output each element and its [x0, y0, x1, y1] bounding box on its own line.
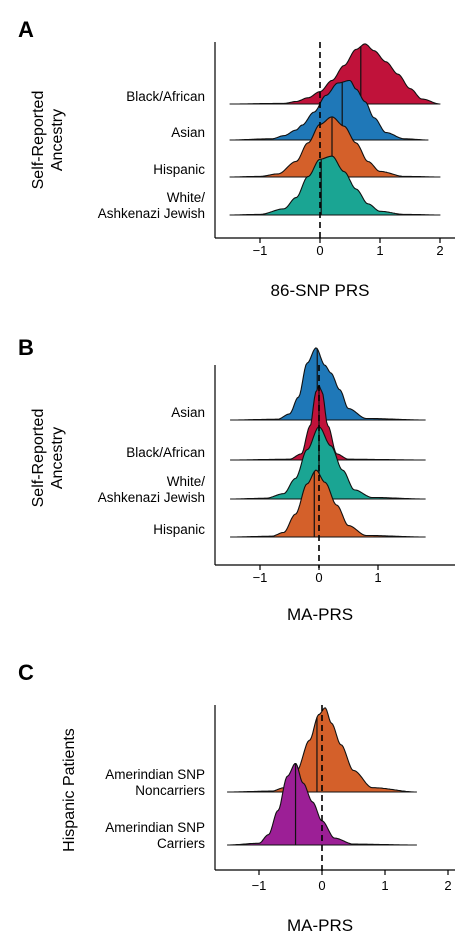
- panel-b-x-axis-title: MA-PRS: [287, 605, 353, 624]
- panel-a-category-label-black-african: Black/African: [126, 89, 205, 104]
- panel-a-ridge-asian: [229, 79, 429, 141]
- panel-b-category-label-white-ashkenazi-jewish: Ashkenazi Jewish: [98, 490, 205, 505]
- panel-c-y-axis-title-line: Hispanic Patients: [61, 728, 78, 852]
- panel-c-x-tick-label: 2: [444, 878, 451, 893]
- panel-a-y-axis-title-line: Ancestry: [49, 109, 66, 171]
- panel-b-y-axis-title-line: Self-Reported: [30, 409, 47, 508]
- panel-a-ridge-hispanic: [229, 116, 441, 178]
- panel-c: −1 0 1 2 MA-PRS Hispanic Patients Amerindian S…: [61, 705, 455, 935]
- panel-a-x-tick-label: 0: [316, 243, 323, 258]
- panel-a: −1 0 1 2 86-SNP PRS Self-Reported Ancestry Whit…: [30, 42, 455, 300]
- panel-letter-b: B: [18, 335, 34, 360]
- panel-c-category-label-amerindian-snp-carriers: Carriers: [157, 836, 205, 851]
- panel-a-y-axis-title-line: Self-Reported: [30, 91, 47, 190]
- panel-c-category-label-amerindian-snp-noncarriers: Amerindian SNP: [105, 767, 205, 782]
- panel-a-category-label-white-ashkenazi-jewish: White/: [167, 190, 206, 205]
- panel-b-ridge-white-ashkenazi-jewish: [229, 426, 426, 500]
- panel-c-category-label-amerindian-snp-noncarriers: Noncarriers: [135, 783, 205, 798]
- panel-a-x-tick-label: 1: [376, 243, 383, 258]
- panel-b-category-label-asian: Asian: [171, 405, 205, 420]
- panel-b-y-axis-title: Self-Reported Ancestry: [30, 409, 66, 508]
- panel-b-ridge-asian: [229, 347, 426, 421]
- panel-a-y-axis-title: Self-Reported Ancestry: [30, 91, 66, 190]
- panel-letter-c: C: [18, 660, 34, 685]
- panel-c-x-tick-label: −1: [252, 878, 267, 893]
- panel-a-x-axis-title: 86-SNP PRS: [271, 281, 370, 300]
- panel-b-category-label-hispanic: Hispanic: [153, 522, 205, 537]
- panel-b-x-tick-label: 1: [374, 570, 381, 585]
- panel-a-ridge-white-ashkenazi-jewish: [229, 155, 441, 216]
- panel-a-ridge-black-african: [229, 43, 441, 105]
- panel-letter-a: A: [18, 17, 34, 42]
- panel-c-category-label-amerindian-snp-carriers: Amerindian SNP: [105, 820, 205, 835]
- panel-b-y-axis-title-line: Ancestry: [49, 427, 66, 489]
- panel-b-x-tick-label: 0: [315, 570, 322, 585]
- panel-a-category-label-hispanic: Hispanic: [153, 162, 205, 177]
- panel-a-x-tick-label: 2: [436, 243, 443, 258]
- panel-a-x-tick-label: −1: [253, 243, 268, 258]
- panel-a-category-label-asian: Asian: [171, 125, 205, 140]
- panel-b-category-label-white-ashkenazi-jewish: White/: [167, 474, 206, 489]
- panel-c-x-axis-title: MA-PRS: [287, 916, 353, 935]
- panel-b-x-tick-label: −1: [253, 570, 268, 585]
- panel-c-y-axis-title: Hispanic Patients: [61, 728, 78, 852]
- panel-c-x-tick-label: 1: [381, 878, 388, 893]
- panel-b-ridge-hispanic: [229, 469, 426, 538]
- panel-c-ridge-amerindian-snp-carriers: [226, 762, 418, 846]
- panel-b-category-label-black-african: Black/African: [126, 445, 205, 460]
- panel-b: −1 0 1 MA-PRS Self-Reported Ancestry Hispanic W…: [30, 347, 455, 624]
- panel-a-category-label-white-ashkenazi-jewish: Ashkenazi Jewish: [98, 206, 205, 221]
- panel-c-x-tick-label: 0: [318, 878, 325, 893]
